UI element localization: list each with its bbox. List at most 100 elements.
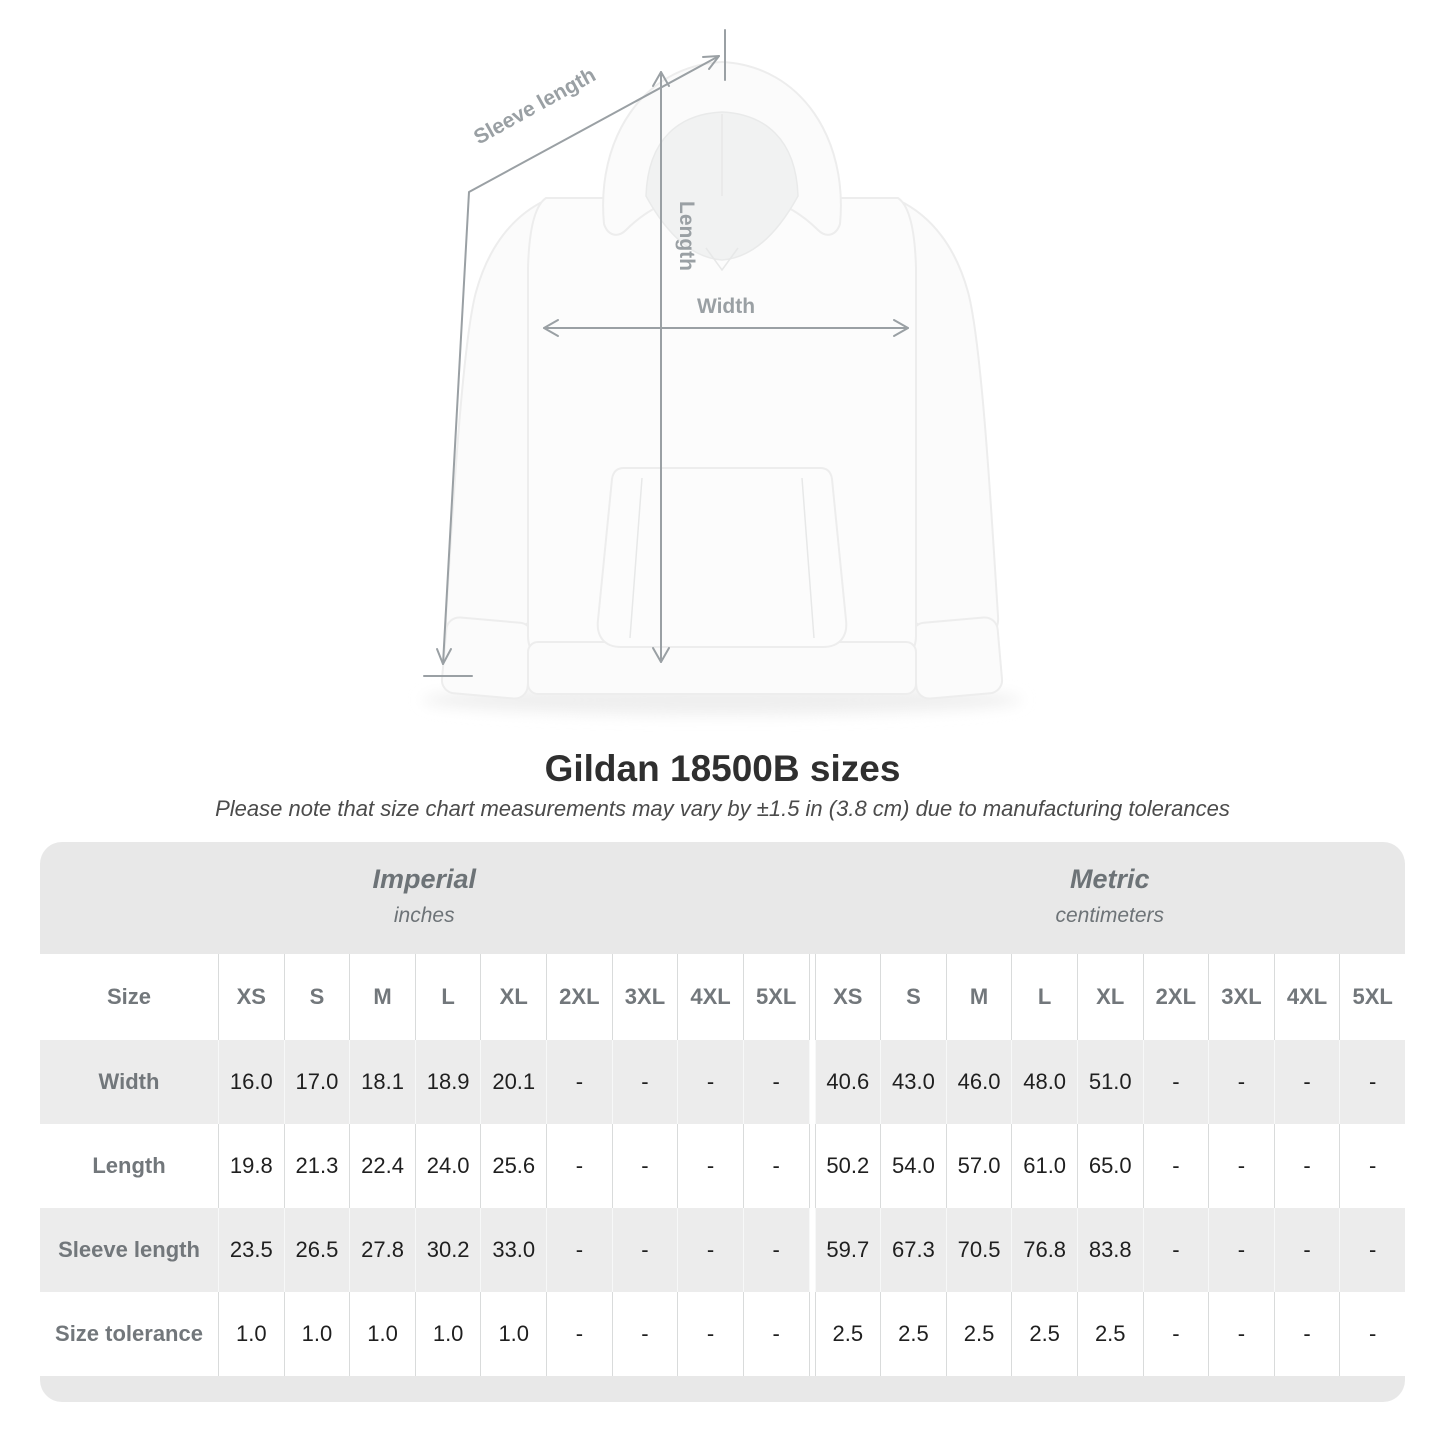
section-divider-gap [808,1040,815,1124]
hoodie-size-diagram: Sleeve length Length Width [422,29,1022,715]
value-cell: - [1142,1292,1209,1376]
value-cell: 16.0 [218,1040,284,1124]
value-cell: 2.5 [1076,1292,1143,1376]
value-cell: 2.5 [1011,1292,1077,1376]
value-cell: 30.2 [414,1208,481,1292]
row-label: Width [98,1069,160,1094]
value-cell: 1.0 [218,1292,284,1376]
pocket-seam-right [801,477,815,639]
sleeve-length-arrowhead-top [702,55,720,70]
table-row: Sleeve length 23.5 26.5 27.8 30.2 33.0- - - -59.… [40,1208,1405,1292]
column-header: L [1011,954,1077,1040]
value-cell: - [1208,1040,1274,1124]
imperial-units: inches [393,904,455,927]
width-arrowhead-right [893,319,909,337]
value-cell: 17.0 [283,1040,350,1124]
value-cell: - [611,1292,678,1376]
value-cell: - [546,1208,612,1292]
size-row-label: Size [106,984,152,1009]
value-cell: - [611,1208,678,1292]
value-cell: - [546,1040,612,1124]
value-cell: - [611,1124,678,1208]
imperial-section-header: Imperial inches [40,864,809,928]
value-cell: 2.5 [945,1292,1012,1376]
value-cell: - [677,1292,743,1376]
value-cell: - [742,1208,809,1292]
drawstring [705,247,739,272]
value-cell: - [546,1124,612,1208]
width-label: Width [697,295,755,318]
hoodie-hem-band [527,641,917,695]
hoodie-left-cuff [440,616,534,700]
hoodie-diagram-area: Sleeve length Length Width [422,29,1022,715]
section-divider-gap [808,954,815,1040]
value-cell: 70.5 [945,1208,1012,1292]
value-cell: - [1142,1208,1209,1292]
section-divider-gap [808,1292,815,1376]
value-cell: 76.8 [1011,1208,1077,1292]
sleeve-length-arrowhead-bottom [436,648,452,665]
column-header: 3XL [611,954,678,1040]
value-cell: 25.6 [480,1124,546,1208]
size-chart-table: Imperial inches Metric centimeters Size X… [40,842,1405,1402]
value-cell: - [677,1040,743,1124]
column-header: 2XL [1142,954,1209,1040]
value-cell: 1.0 [349,1292,415,1376]
column-header: 5XL [1339,954,1405,1040]
value-cell: 67.3 [880,1208,946,1292]
value-cell: - [742,1040,809,1124]
value-cell: - [1142,1040,1209,1124]
value-cell: - [1273,1292,1340,1376]
metric-label: Metric [1069,864,1150,894]
value-cell: - [1339,1124,1405,1208]
unit-header-band: Imperial inches Metric centimeters [40,842,1405,954]
hoodie-illustration [422,60,1022,715]
column-header: M [349,954,415,1040]
width-arrowhead-left [543,319,559,337]
row-label: Sleeve length [58,1237,200,1262]
value-cell: - [742,1292,809,1376]
value-cell: 26.5 [283,1208,350,1292]
column-header: M [945,954,1012,1040]
value-cell: 48.0 [1011,1040,1077,1124]
value-cell: - [1208,1208,1274,1292]
value-cell: 20.1 [480,1040,546,1124]
pocket-seam-left [629,477,643,639]
row-label: Size tolerance [55,1321,203,1346]
value-cell: 2.5 [880,1292,946,1376]
value-cell: - [611,1040,678,1124]
value-cell: - [742,1124,809,1208]
column-header: XL [1076,954,1143,1040]
value-cell: - [1339,1292,1405,1376]
value-cell: 1.0 [480,1292,546,1376]
measurement-arrows [423,29,909,677]
value-cell: 43.0 [880,1040,946,1124]
value-cell: 40.6 [814,1040,881,1124]
value-cell: - [1142,1124,1209,1208]
column-header: 3XL [1208,954,1274,1040]
column-header: 2XL [546,954,612,1040]
table-row: Width 16.0 17.0 18.1 18.9 20.1- - - -40.6 43.0 46.… [40,1040,1405,1124]
value-cell: 23.5 [218,1208,284,1292]
table-footer-band [40,1376,1405,1402]
column-header: XL [480,954,546,1040]
metric-units: centimeters [1055,904,1165,927]
value-cell: - [1273,1208,1340,1292]
value-cell: - [1339,1040,1405,1124]
value-cell: 22.4 [349,1124,415,1208]
page-title: Gildan 18500B sizes [544,748,901,789]
section-divider-gap [808,1124,815,1208]
sleeve-length-label: Sleeve length [470,63,600,149]
value-cell: 46.0 [945,1040,1012,1124]
row-label: Length [92,1153,166,1178]
value-cell: 18.1 [349,1040,415,1124]
size-header-row: Size XS S M L XL 2XL 3XL 4XL 5XL XS S M L XL 2XL 3XL 4XL 5… [40,954,1405,1040]
value-cell: 51.0 [1076,1040,1143,1124]
value-cell: 61.0 [1011,1124,1077,1208]
value-cell: - [1208,1124,1274,1208]
value-cell: - [677,1124,743,1208]
table-rows: Size XS S M L XL 2XL 3XL 4XL 5XL XS S M L XL 2XL 3XL 4XL 5… [40,954,1405,1376]
value-cell: 19.8 [218,1124,284,1208]
value-cell: 83.8 [1076,1208,1143,1292]
column-header: S [283,954,350,1040]
